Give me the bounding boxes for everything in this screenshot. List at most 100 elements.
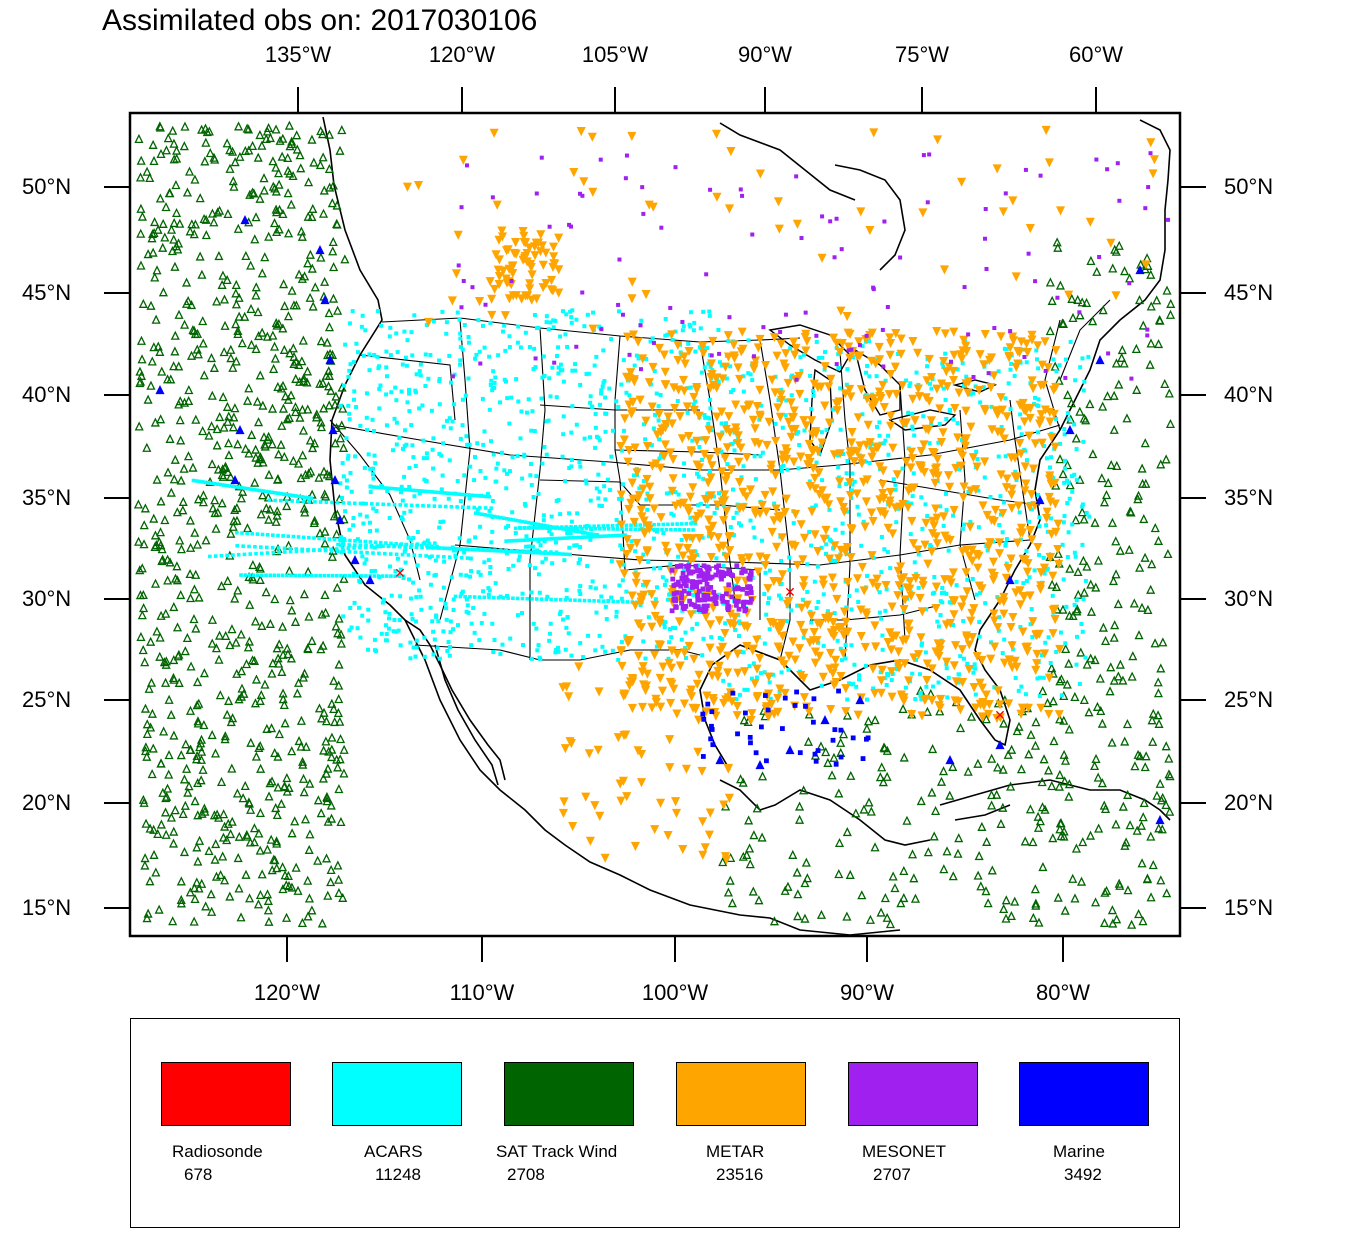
acars-marker: [522, 454, 527, 459]
metar-marker: [748, 644, 759, 654]
acars-marker: [339, 550, 344, 555]
sat-track-wind-marker: [983, 898, 993, 908]
mesonet-marker: [740, 600, 746, 606]
metar-marker: [762, 440, 772, 451]
mesonet-marker: [744, 599, 750, 605]
metar-marker: [853, 710, 863, 720]
acars-marker: [451, 627, 456, 632]
acars-marker: [361, 521, 366, 526]
sat-track-wind-marker: [174, 361, 184, 371]
acars-marker: [432, 637, 437, 642]
metar-marker: [674, 617, 685, 627]
acars-marker: [841, 452, 846, 457]
acars-marker: [943, 351, 948, 356]
acars-marker: [763, 570, 768, 575]
metar-marker: [1041, 125, 1051, 135]
metar-marker: [689, 654, 699, 664]
acars-marker: [695, 471, 700, 476]
acars-marker: [348, 606, 353, 611]
acars-marker: [976, 488, 981, 493]
sat-track-wind-marker: [216, 776, 227, 787]
acars-marker: [820, 355, 825, 360]
sat-track-wind-marker: [180, 800, 190, 810]
acars-marker: [1086, 354, 1091, 359]
metar-marker: [1018, 398, 1028, 408]
sat-track-wind-marker: [316, 336, 326, 346]
metar-marker: [665, 448, 675, 458]
acars-track-marker: [507, 539, 511, 543]
acars-marker: [478, 469, 483, 474]
metar-marker: [487, 310, 497, 320]
metar-marker: [642, 474, 652, 484]
mesonet-marker: [568, 224, 573, 229]
mesonet-marker: [703, 596, 709, 602]
mesonet-marker: [674, 564, 680, 569]
metar-marker: [624, 400, 634, 410]
sat-track-wind-marker: [189, 916, 199, 926]
acars-marker: [542, 444, 547, 449]
metar-marker: [844, 342, 854, 352]
metar-marker: [671, 808, 682, 819]
sat-track-wind-marker: [1113, 671, 1123, 681]
acars-marker: [428, 352, 433, 357]
sat-track-wind-marker: [161, 145, 171, 155]
acars-marker: [605, 477, 610, 482]
metar-marker: [735, 504, 745, 514]
acars-marker: [377, 406, 382, 411]
mesonet-marker: [748, 596, 754, 602]
metar-marker: [504, 294, 514, 304]
acars-track-marker: [483, 506, 488, 510]
sat-track-wind-marker: [190, 174, 200, 184]
sat-track-wind-marker: [215, 411, 225, 422]
acars-marker: [739, 475, 744, 480]
acars-track-marker: [398, 503, 403, 507]
metar-marker: [541, 248, 551, 258]
sat-track-wind-marker: [305, 249, 315, 259]
metar-marker: [984, 542, 994, 552]
sat-track-wind-marker: [1064, 724, 1074, 734]
sat-track-wind-marker: [290, 816, 300, 826]
acars-marker: [586, 633, 591, 638]
sat-track-wind-marker: [859, 804, 869, 814]
sat-track-wind-marker: [305, 292, 315, 302]
sat-track-wind-marker: [178, 496, 188, 506]
sat-track-wind-marker: [224, 695, 234, 705]
metar-marker: [755, 334, 765, 344]
mesonet-marker: [461, 279, 466, 284]
sat-track-wind-marker: [218, 851, 228, 861]
metar-marker: [951, 463, 961, 474]
sat-track-wind-marker: [232, 788, 242, 798]
metar-marker: [617, 661, 627, 671]
sat-track-wind-marker: [1077, 507, 1087, 517]
sat-track-wind-marker: [185, 887, 195, 897]
acars-track-marker: [553, 526, 558, 531]
acars-marker: [733, 627, 738, 632]
acars-marker: [654, 391, 659, 396]
acars-marker: [509, 395, 514, 400]
sat-track-wind-marker: [1025, 804, 1035, 814]
acars-track-marker: [520, 519, 525, 524]
acars-marker: [443, 601, 448, 606]
metar-marker: [558, 808, 568, 819]
metar-marker: [681, 533, 692, 544]
metar-marker: [979, 404, 989, 415]
metar-marker: [926, 416, 937, 426]
acars-marker: [492, 638, 497, 643]
metar-marker: [489, 128, 499, 138]
metar-marker: [849, 457, 859, 467]
sat-track-wind-marker: [300, 507, 310, 517]
acars-track-marker: [406, 553, 411, 557]
metar-marker: [775, 511, 785, 521]
acars-marker: [597, 633, 602, 638]
acars-marker: [341, 614, 346, 619]
metar-marker: [897, 693, 907, 703]
acars-marker: [1024, 360, 1029, 365]
metar-marker: [719, 490, 730, 500]
acars-marker: [944, 591, 949, 596]
acars-track-marker: [421, 503, 425, 508]
sat-track-wind-marker: [333, 305, 343, 315]
metar-marker: [931, 604, 941, 614]
acars-marker: [485, 491, 490, 496]
acars-marker: [913, 697, 918, 702]
sat-track-wind-marker: [280, 300, 290, 311]
